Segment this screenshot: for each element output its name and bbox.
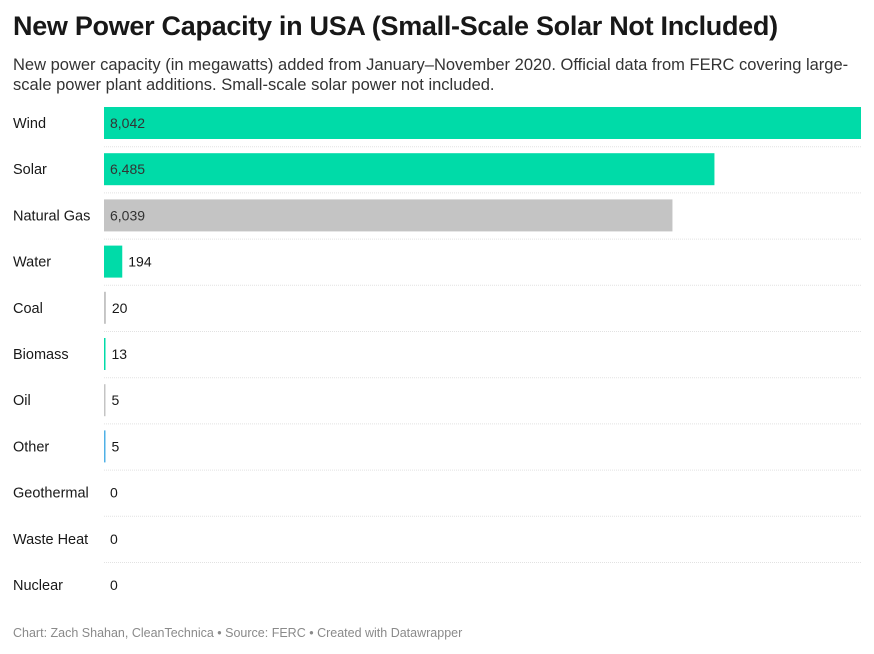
bar-oil	[104, 384, 106, 417]
bar-other	[104, 430, 106, 463]
footer-source: Source: FERC	[225, 626, 306, 640]
value-label-other: 5	[112, 438, 120, 454]
value-label-biomass: 13	[112, 346, 128, 362]
value-label-solar: 6,485	[110, 161, 145, 177]
value-label-coal: 20	[112, 300, 128, 316]
footer-separator: •	[305, 626, 318, 640]
footer-separator: •	[213, 626, 226, 640]
bar-water	[104, 245, 123, 278]
bar-natural-gas	[104, 199, 673, 232]
category-label-nuclear: Nuclear	[13, 578, 63, 594]
bar-biomass	[104, 338, 106, 370]
value-label-oil: 5	[112, 392, 120, 408]
value-label-water: 194	[128, 254, 152, 270]
chart-footer: Chart: Zach Shahan, CleanTechnica • Sour…	[13, 626, 462, 640]
category-label-biomass: Biomass	[13, 347, 69, 363]
category-label-waste-heat: Waste Heat	[13, 532, 88, 548]
category-label-wind: Wind	[13, 116, 46, 132]
value-label-geothermal: 0	[110, 485, 118, 501]
category-label-oil: Oil	[13, 393, 31, 409]
value-label-wind: 8,042	[110, 115, 145, 131]
category-label-other: Other	[13, 439, 49, 455]
footer-credit: Chart: Zach Shahan, CleanTechnica	[13, 626, 214, 640]
bar-coal	[104, 291, 106, 324]
footer-tool: Created with Datawrapper	[317, 626, 463, 640]
chart-title: New Power Capacity in USA (Small-Scale S…	[13, 11, 778, 41]
category-label-solar: Solar	[13, 162, 47, 178]
category-label-water: Water	[13, 255, 51, 271]
category-label-geothermal: Geothermal	[13, 486, 89, 502]
value-label-natural-gas: 6,039	[110, 207, 145, 223]
category-label-coal: Coal	[13, 301, 43, 317]
value-label-waste-heat: 0	[110, 531, 118, 547]
bar-wind	[104, 107, 861, 139]
chart-subtitle: New power capacity (in megawatts) added …	[13, 56, 849, 94]
bar-solar	[104, 153, 715, 186]
value-label-nuclear: 0	[110, 577, 118, 593]
category-label-natural-gas: Natural Gas	[13, 208, 90, 224]
bar-chart: Wind 8,042 Solar 6,485 Natural Gas 6,039 Water…	[13, 107, 861, 594]
